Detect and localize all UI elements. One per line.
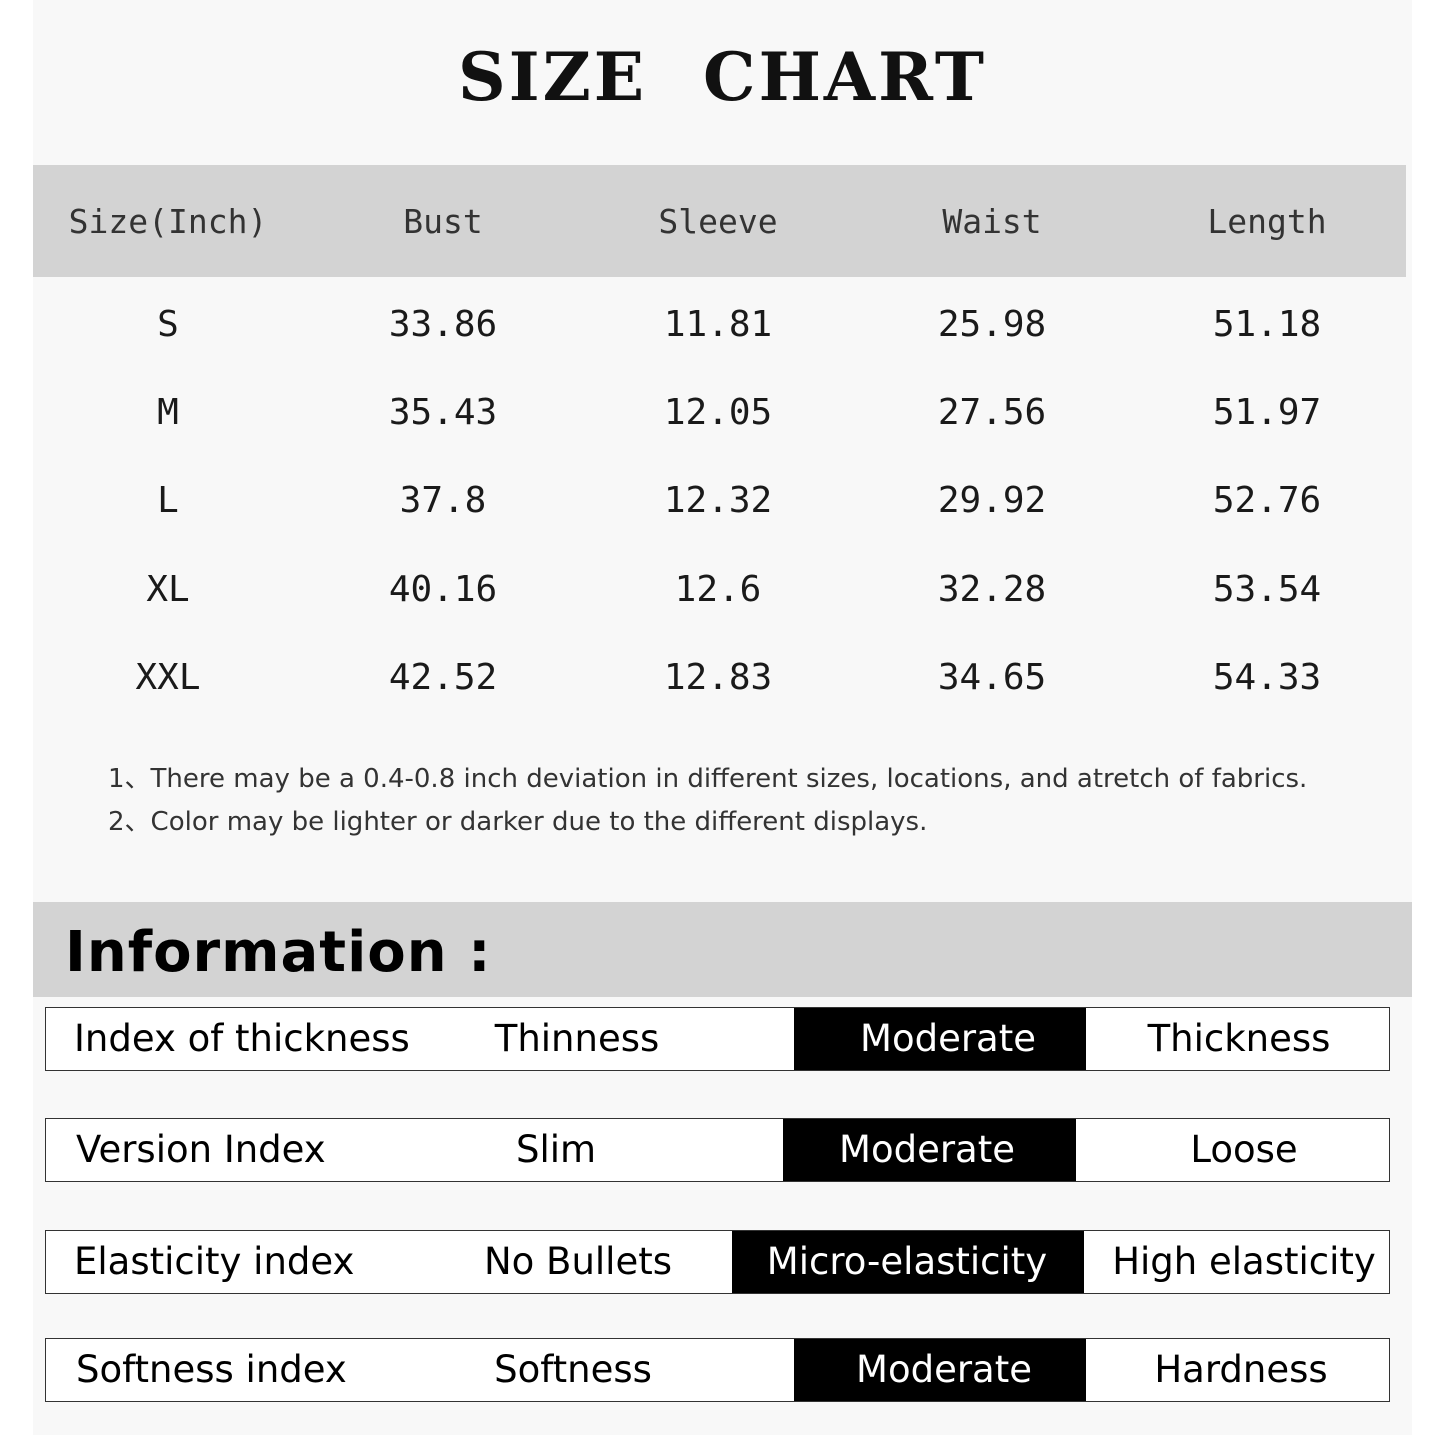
table-cell: 35.43 (388, 392, 498, 433)
table-cell: 33.86 (388, 304, 498, 345)
size-label-cell: XXL (135, 657, 201, 698)
selected-option-highlight (794, 1008, 1086, 1070)
info-row: Version Index Slim Moderate Loose (45, 1118, 1390, 1182)
table-cell: 42.52 (388, 657, 498, 698)
column-header: Waist (942, 202, 1042, 241)
information-header-bar (33, 902, 1412, 997)
table-cell: 29.92 (937, 480, 1047, 521)
table-cell: 27.56 (937, 392, 1047, 433)
option: Thickness (1147, 1017, 1331, 1060)
table-cell: 37.8 (399, 480, 487, 521)
selected-option: Moderate (860, 1017, 1036, 1060)
table-header-bar (33, 165, 1406, 277)
selected-option-highlight (732, 1231, 1084, 1293)
size-label-cell: L (157, 480, 179, 521)
info-row-label: Version Index (76, 1128, 326, 1171)
table-cell: 53.54 (1212, 569, 1322, 610)
table-cell: 40.16 (388, 569, 498, 610)
table-cell: 25.98 (937, 304, 1047, 345)
size-label-cell: S (157, 304, 179, 345)
option: No Bullets (483, 1240, 673, 1283)
option: Loose (1190, 1128, 1298, 1171)
information-title: Information : (65, 920, 492, 985)
option: Thinness (494, 1017, 660, 1060)
info-row-label: Softness index (76, 1348, 347, 1391)
table-cell: 51.18 (1212, 304, 1322, 345)
option: High elasticity (1112, 1240, 1376, 1283)
option: Hardness (1154, 1348, 1328, 1391)
note-2: 2、Color may be lighter or darker due to … (108, 807, 928, 837)
table-cell: 34.65 (937, 657, 1047, 698)
info-row: Elasticity index No Bullets Micro-elastici… (45, 1230, 1390, 1294)
column-header: Length (1207, 202, 1327, 241)
table-cell: 32.28 (937, 569, 1047, 610)
column-header: Size(Inch) (68, 202, 268, 241)
page-title: SIZE CHART (458, 38, 987, 116)
table-cell: 51.97 (1212, 392, 1322, 433)
table-cell: 54.33 (1212, 657, 1322, 698)
table-cell: 11.81 (663, 304, 773, 345)
note-1: 1、There may be a 0.4-0.8 inch deviation … (108, 764, 1308, 794)
selected-option: Micro-elasticity (766, 1240, 1048, 1283)
column-header: Sleeve (658, 202, 778, 241)
table-cell: 12.83 (663, 657, 773, 698)
info-row-label: Elasticity index (74, 1240, 355, 1283)
table-cell: 12.6 (674, 569, 762, 610)
selected-option-highlight (783, 1119, 1076, 1181)
column-header: Bust (403, 202, 483, 241)
table-cell: 12.05 (663, 392, 773, 433)
info-row-label: Index of thickness (74, 1017, 410, 1060)
info-row: Index of thickness Thinness Moderate Thickn… (45, 1007, 1390, 1071)
info-row: Softness index Softness Moderate Hardness (45, 1338, 1390, 1402)
option: Softness (494, 1348, 652, 1391)
selected-option: Moderate (856, 1348, 1032, 1391)
size-label-cell: M (157, 392, 179, 433)
selected-option: Moderate (839, 1128, 1015, 1171)
size-label-cell: XL (146, 569, 190, 610)
table-cell: 52.76 (1212, 480, 1322, 521)
selected-option-highlight (794, 1339, 1086, 1401)
table-cell: 12.32 (663, 480, 773, 521)
option: Slim (515, 1128, 597, 1171)
